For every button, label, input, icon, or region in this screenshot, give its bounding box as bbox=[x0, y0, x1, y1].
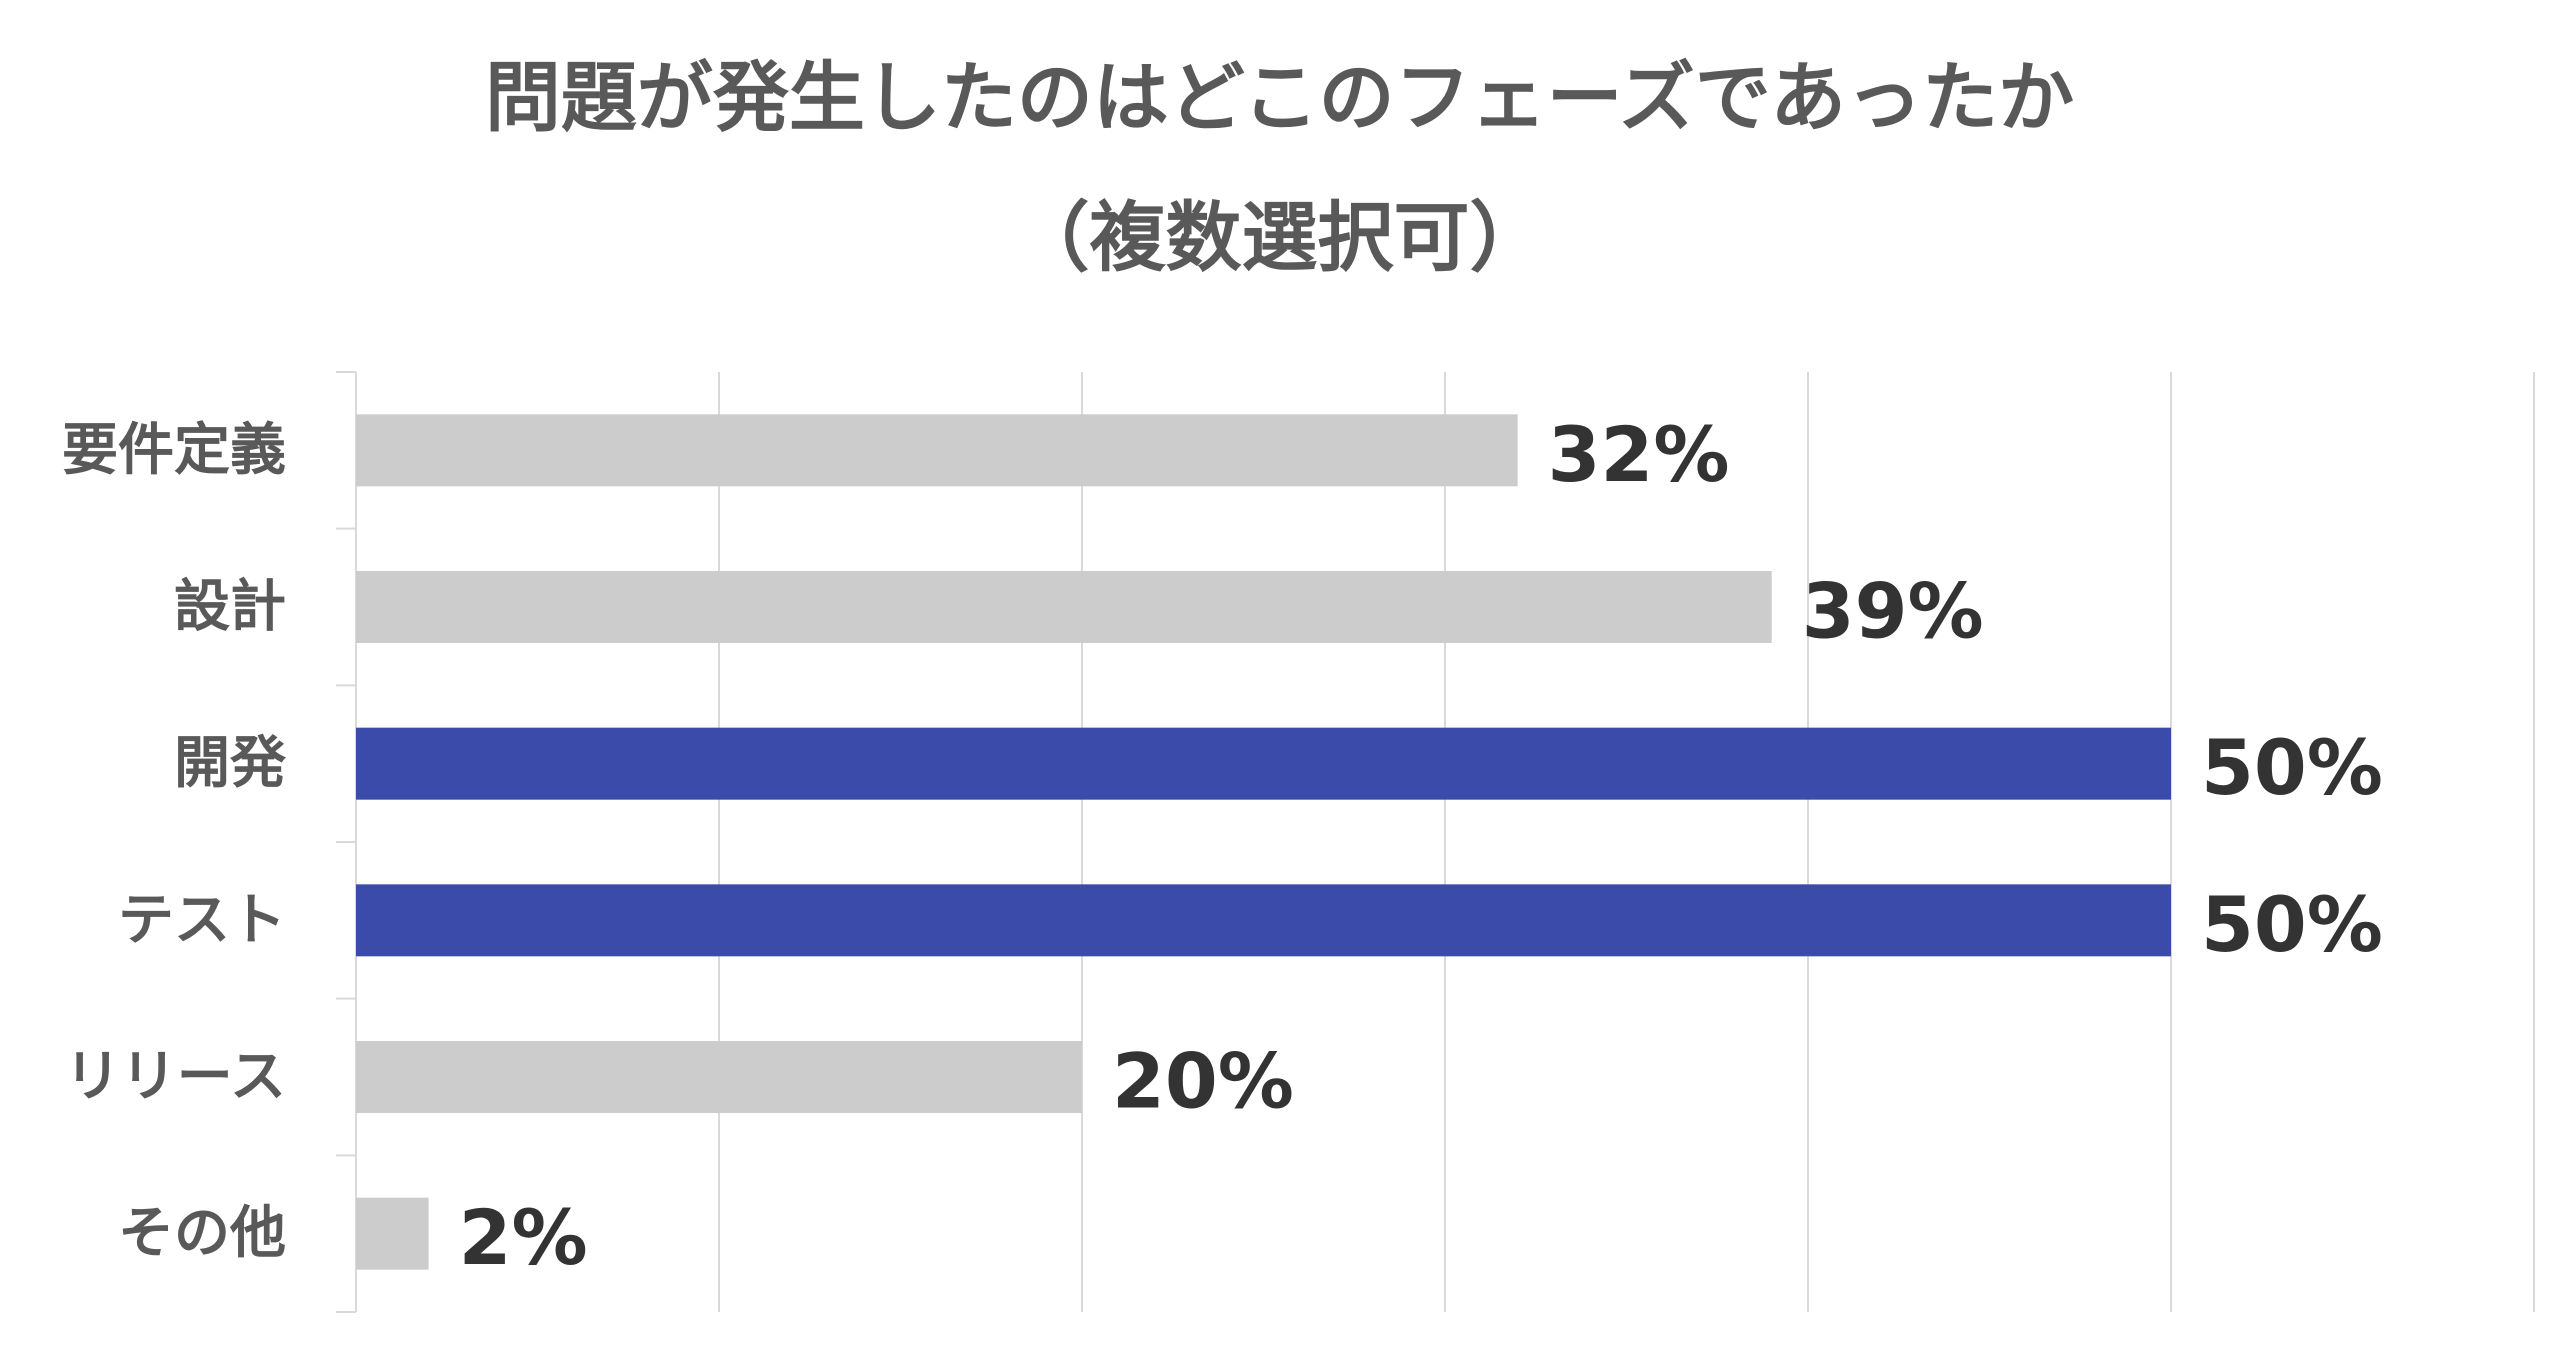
category-label: 要件定義 bbox=[62, 418, 286, 483]
bars bbox=[356, 414, 2171, 1270]
bar-3 bbox=[356, 727, 2171, 800]
value-label: 50% bbox=[2201, 723, 2383, 812]
category-label: 設計 bbox=[174, 575, 286, 640]
category-label: テスト bbox=[118, 888, 286, 953]
value-label: 32% bbox=[1548, 410, 1730, 499]
value-label: 50% bbox=[2201, 880, 2383, 969]
category-label: その他 bbox=[118, 1201, 286, 1266]
bar-5 bbox=[356, 1041, 1082, 1113]
category-label: 開発 bbox=[174, 731, 287, 796]
bar-4 bbox=[356, 884, 2171, 957]
chart-title: 問題が発生したのはどこのフェーズであったか bbox=[484, 53, 2075, 142]
value-label: 39% bbox=[1802, 567, 1984, 656]
value-label: 20% bbox=[1112, 1037, 1294, 1126]
bar-1 bbox=[356, 414, 1518, 487]
labels: 要件定義 32% 設計 39% 開発 50% テスト 50% リリース 20% その他 2% bbox=[62, 410, 2383, 1282]
bar-6 bbox=[356, 1197, 429, 1270]
category-label: リリース bbox=[65, 1045, 286, 1110]
bar-2 bbox=[356, 571, 1772, 643]
category-axis bbox=[336, 371, 357, 1313]
gridlines bbox=[718, 372, 2535, 1312]
chart-subtitle: （複数選択可） bbox=[1013, 193, 1546, 282]
value-label: 2% bbox=[459, 1193, 588, 1282]
